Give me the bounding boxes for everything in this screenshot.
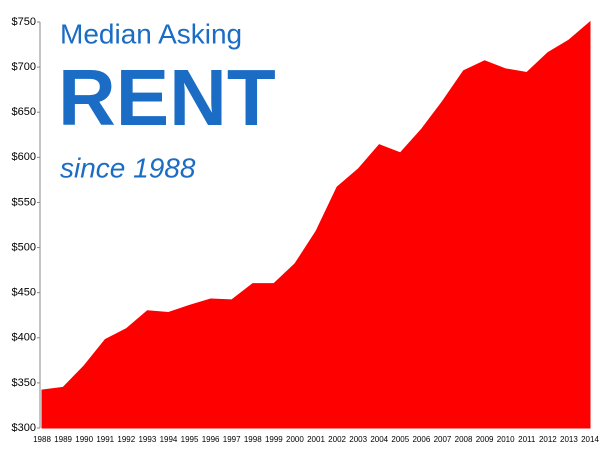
x-tick-label: 1990 (75, 435, 93, 444)
x-tick-label: 1992 (117, 435, 135, 444)
x-tick-label: 1994 (160, 435, 178, 444)
x-tick-label: 1995 (181, 435, 199, 444)
y-tick-label: $500 (12, 241, 36, 253)
y-tick-label: $700 (12, 61, 36, 73)
x-tick-label: 1998 (244, 435, 262, 444)
y-tick-label: $400 (12, 332, 36, 344)
x-tick-label: 1991 (96, 435, 114, 444)
x-tick-label: 1997 (223, 435, 241, 444)
chart-title: since 1988 (60, 152, 196, 183)
y-tick-label: $300 (12, 422, 36, 434)
y-tick-label: $600 (12, 151, 36, 163)
x-tick-label: 2010 (497, 435, 515, 444)
x-tick-label: 1993 (138, 435, 156, 444)
x-tick-label: 2002 (328, 435, 346, 444)
x-tick-label: 2013 (560, 435, 578, 444)
x-tick-label: 2000 (286, 435, 304, 444)
x-tick-label: 2005 (391, 435, 409, 444)
x-tick-label: 2009 (476, 435, 494, 444)
y-tick-label: $550 (12, 196, 36, 208)
area (41, 20, 591, 429)
chart-title: Median Asking (60, 18, 242, 49)
y-tick-label: $450 (12, 287, 36, 299)
x-tick-label: 2003 (349, 435, 367, 444)
x-tick-label: 2011 (518, 435, 536, 444)
x-tick-label: 1988 (33, 435, 51, 444)
x-tick-label: 2006 (412, 435, 430, 444)
chart-title: RENT (58, 53, 276, 142)
x-tick-label: 1996 (202, 435, 220, 444)
x-tick-label: 1999 (265, 435, 283, 444)
x-tick-label: 2012 (539, 435, 557, 444)
y-tick-label: $750 (12, 16, 36, 28)
y-tick-label: $350 (12, 377, 36, 389)
x-tick-label: 2001 (307, 435, 325, 444)
y-tick-label: $650 (12, 106, 36, 118)
x-tick-label: 2004 (370, 435, 388, 444)
x-tick-label: 2014 (581, 435, 599, 444)
x-tick-label: 2008 (455, 435, 473, 444)
x-tick-label: 1989 (54, 435, 72, 444)
x-tick-label: 2007 (434, 435, 452, 444)
